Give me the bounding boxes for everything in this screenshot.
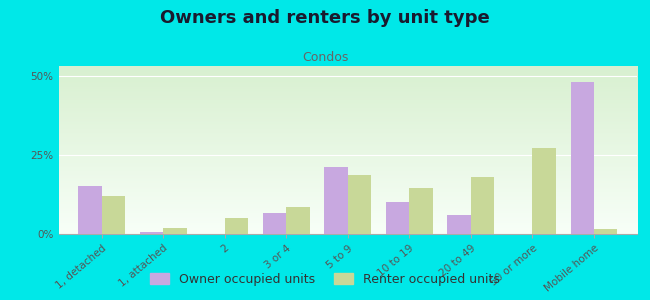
Bar bbox=[594, 229, 618, 234]
Legend: Owner occupied units, Renter occupied units: Owner occupied units, Renter occupied un… bbox=[146, 268, 504, 291]
Bar bbox=[163, 228, 187, 234]
Bar bbox=[532, 148, 556, 234]
Text: Condos: Condos bbox=[302, 51, 348, 64]
Bar bbox=[447, 215, 471, 234]
Bar bbox=[471, 177, 494, 234]
Bar bbox=[410, 188, 433, 234]
Bar bbox=[571, 82, 594, 234]
Text: Owners and renters by unit type: Owners and renters by unit type bbox=[160, 9, 490, 27]
Bar bbox=[225, 218, 248, 234]
Bar bbox=[263, 213, 286, 234]
Bar bbox=[78, 187, 101, 234]
Bar bbox=[386, 202, 410, 234]
Bar bbox=[140, 232, 163, 234]
Bar bbox=[348, 176, 371, 234]
Bar bbox=[324, 167, 348, 234]
Bar bbox=[286, 207, 309, 234]
Bar bbox=[101, 196, 125, 234]
